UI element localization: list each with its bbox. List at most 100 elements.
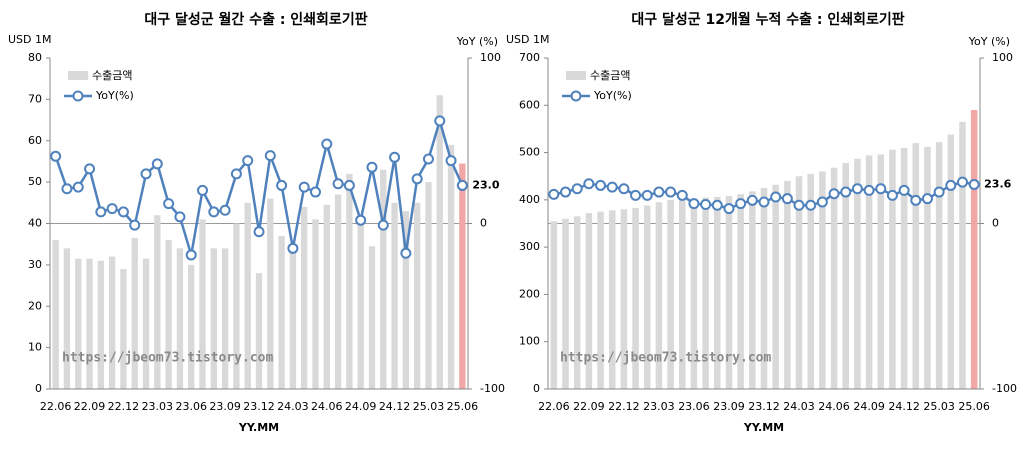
bar: [562, 218, 569, 389]
yoy-marker: [242, 155, 254, 167]
bar: [289, 244, 297, 389]
yoy-marker: [571, 183, 583, 195]
bar: [334, 194, 342, 389]
bar: [900, 147, 908, 389]
bar: [702, 197, 709, 389]
yoy-marker: [230, 168, 242, 180]
bar: [221, 248, 229, 389]
bar: [889, 149, 896, 389]
yoy-marker: [197, 184, 209, 196]
chart-title: 대구 달성군 월간 수출 : 인쇄회로기판: [144, 11, 367, 28]
x-tick-label: 25.03: [413, 400, 445, 413]
yoy-marker: [422, 153, 434, 165]
bar: [643, 205, 651, 389]
bar: [402, 211, 410, 389]
bar: [655, 202, 663, 389]
y2-tick-label: 100: [480, 51, 501, 64]
yoy-marker: [711, 199, 723, 211]
bar: [912, 143, 920, 389]
x-tick-label: 23.03: [643, 400, 675, 413]
yoy-marker: [910, 194, 922, 206]
y2-tick-label: -100: [992, 382, 1017, 395]
bar: [597, 211, 604, 389]
bar: [131, 237, 138, 389]
yoy-marker: [595, 179, 607, 191]
yoy-marker: [665, 186, 677, 198]
bar: [323, 204, 330, 389]
bar: [244, 202, 251, 389]
x-tick-label: 24.12: [888, 400, 920, 413]
yoy-marker: [140, 168, 152, 180]
yoy-marker: [676, 189, 688, 201]
yoy-marker: [770, 191, 782, 203]
bar: [267, 198, 274, 389]
x-axis-label: YY.MM: [238, 421, 279, 434]
x-tick-label: 23.03: [142, 400, 174, 413]
x-tick-label: 25.03: [923, 400, 955, 413]
legend-label: YoY(%): [593, 89, 632, 102]
bar: [620, 209, 628, 389]
bar: [737, 194, 744, 389]
bar: [819, 171, 826, 389]
yoy-marker: [945, 179, 957, 191]
bar: [854, 158, 861, 389]
y-tick-label: 50: [28, 175, 42, 188]
bar: [679, 198, 686, 389]
yoy-marker: [956, 176, 968, 188]
yoy-marker: [921, 193, 933, 205]
x-tick-label: 24.03: [783, 400, 815, 413]
y-tick-label: 600: [519, 98, 540, 111]
y-tick-label: 700: [519, 51, 540, 64]
bar: [346, 173, 353, 389]
x-tick-label: 24.06: [818, 400, 850, 413]
bar: [165, 240, 172, 389]
yoy-marker: [933, 186, 945, 198]
legend-swatch: [68, 71, 88, 80]
bar: [830, 167, 838, 389]
yoy-marker: [343, 179, 355, 191]
yoy-marker: [816, 196, 828, 208]
bar: [278, 235, 285, 389]
yoy-marker: [219, 204, 231, 216]
bar: [632, 207, 639, 389]
bar: [63, 248, 71, 389]
bar: [233, 223, 240, 389]
y-tick-label: 400: [519, 193, 540, 206]
y-tick-label: 60: [28, 134, 42, 147]
yoy-marker: [61, 183, 73, 195]
yoy-marker: [445, 155, 457, 167]
x-tick-label: 23.06: [678, 400, 710, 413]
legend-label: YoY(%): [95, 89, 134, 102]
y2-tick-label: -100: [480, 382, 505, 395]
watermark: https://jbeom73.tistory.com: [62, 351, 273, 366]
yoy-marker: [805, 199, 817, 211]
bar: [447, 144, 455, 389]
x-tick-label: 23.09: [713, 400, 745, 413]
yoy-marker: [106, 203, 118, 215]
x-tick-label: 22.12: [108, 400, 140, 413]
x-tick-label: 23.12: [748, 400, 780, 413]
bar: [142, 258, 150, 389]
bar: [550, 221, 558, 389]
bar: [86, 258, 93, 389]
bar: [725, 196, 733, 389]
legend-label: 수출금액: [590, 69, 630, 82]
bar: [585, 213, 593, 389]
y-tick-label: 100: [519, 335, 540, 348]
y-tick-label: 300: [519, 240, 540, 253]
bar: [970, 110, 978, 389]
bar: [176, 248, 184, 389]
x-axis-label: YY.MM: [743, 421, 784, 434]
yoy-marker: [688, 198, 700, 210]
bar: [357, 215, 364, 389]
bar: [667, 199, 674, 389]
x-tick-label: 25.06: [958, 400, 990, 413]
y-tick-label: 200: [519, 287, 540, 300]
bar: [199, 219, 206, 389]
bar: [959, 121, 966, 389]
bar: [459, 163, 466, 389]
bar: [75, 258, 82, 389]
bar: [154, 215, 161, 389]
bar: [573, 216, 581, 389]
y-tick-label: 10: [28, 341, 42, 354]
